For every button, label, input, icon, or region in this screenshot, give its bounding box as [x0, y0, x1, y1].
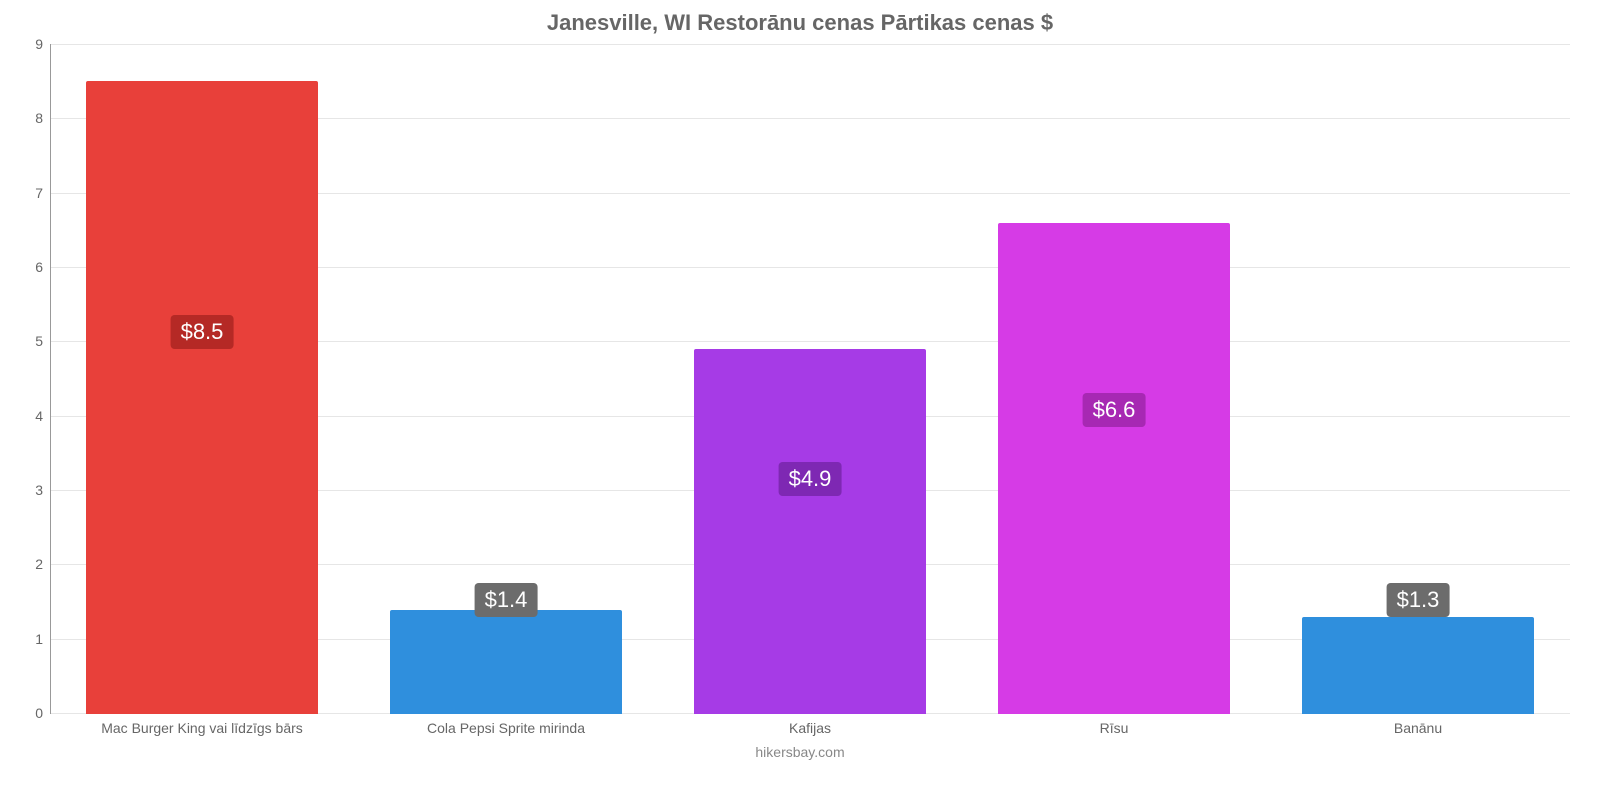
bar-slot: $4.9 [658, 44, 962, 714]
value-badge: $8.5 [171, 315, 234, 349]
x-axis-labels: Mac Burger King vai līdzīgs bārsCola Pep… [50, 714, 1570, 744]
bars-container: $8.5 $1.4 $4.9 $6.6 $1.3 [50, 44, 1570, 714]
bar-slot: $1.4 [354, 44, 658, 714]
value-badge: $1.4 [475, 583, 538, 617]
y-tick-label: 6 [35, 259, 51, 275]
bar-slot: $8.5 [50, 44, 354, 714]
y-tick-label: 7 [35, 185, 51, 201]
value-badge: $4.9 [779, 462, 842, 496]
bar [1302, 617, 1533, 714]
attribution-text: hikersbay.com [20, 744, 1580, 760]
y-tick-label: 9 [35, 36, 51, 52]
x-tick-label: Banānu [1266, 714, 1570, 744]
bar [390, 610, 621, 714]
value-badge: $6.6 [1083, 393, 1146, 427]
x-tick-label: Cola Pepsi Sprite mirinda [354, 714, 658, 744]
y-tick-label: 0 [35, 705, 51, 721]
bar-slot: $6.6 [962, 44, 1266, 714]
value-badge: $1.3 [1387, 583, 1450, 617]
y-tick-label: 3 [35, 482, 51, 498]
chart-title: Janesville, WI Restorānu cenas Pārtikas … [20, 10, 1580, 36]
x-tick-label: Mac Burger King vai līdzīgs bārs [50, 714, 354, 744]
x-tick-label: Rīsu [962, 714, 1266, 744]
bar-slot: $1.3 [1266, 44, 1570, 714]
price-bar-chart: Janesville, WI Restorānu cenas Pārtikas … [0, 0, 1600, 800]
y-tick-label: 2 [35, 556, 51, 572]
x-tick-label: Kafijas [658, 714, 962, 744]
y-tick-label: 4 [35, 408, 51, 424]
bar [86, 81, 317, 714]
bar [694, 349, 925, 714]
plot-zone: 0123456789 $8.5$1.4$4.9$6.6$1.3 [50, 44, 1570, 714]
y-tick-label: 1 [35, 631, 51, 647]
bar [998, 223, 1229, 714]
y-tick-label: 8 [35, 110, 51, 126]
y-tick-label: 5 [35, 333, 51, 349]
